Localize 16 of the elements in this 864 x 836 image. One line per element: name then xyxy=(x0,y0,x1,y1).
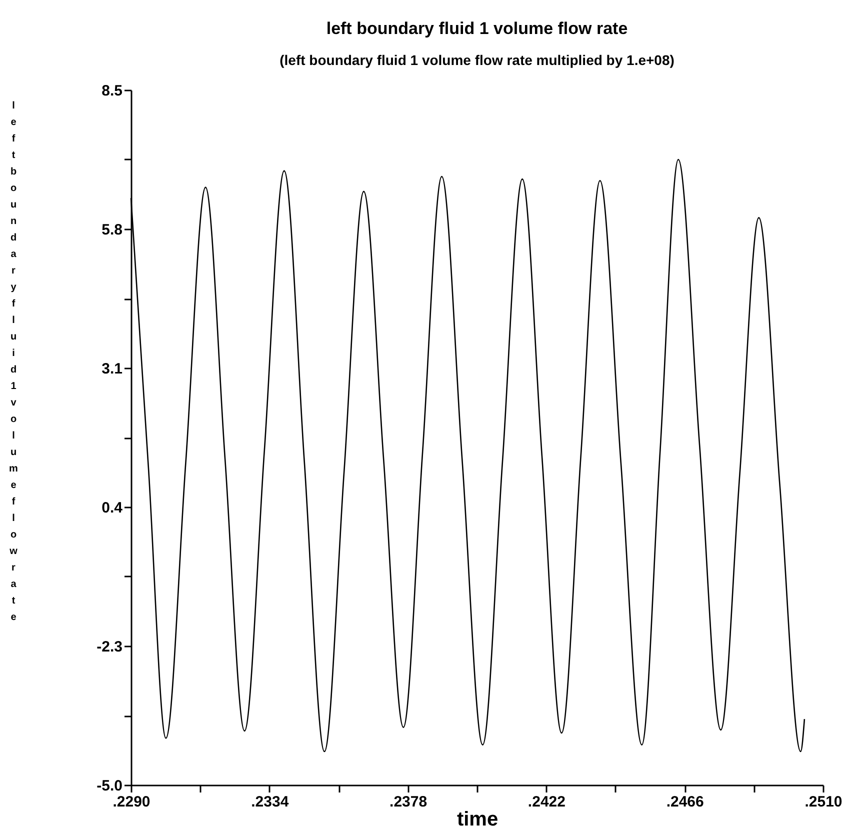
chart-title: left boundary fluid 1 volume flow rate xyxy=(326,19,628,38)
y-tick-label: 0.4 xyxy=(102,500,124,516)
x-tick-label: .2290 xyxy=(112,794,150,810)
x-tick-label: .2422 xyxy=(528,794,566,810)
y-tick-label: 5.8 xyxy=(102,222,122,238)
x-tick-label: .2378 xyxy=(390,794,428,810)
x-tick-label: .2334 xyxy=(251,794,290,810)
y-tick-label: 8.5 xyxy=(102,82,122,100)
y-tick-label: -2.3 xyxy=(96,638,122,656)
y-tick-label: 3.1 xyxy=(102,360,122,378)
text: left boundary fluid 1 volume flow rate xyxy=(9,100,18,623)
x-axis-title: time xyxy=(456,808,498,830)
y-tick-label: -5.0 xyxy=(96,778,122,794)
x-tick-label: .2466 xyxy=(666,794,704,810)
chart-subtitle: (left boundary fluid 1 volume flow rate multiplied by 1.e+08) xyxy=(280,52,674,68)
x-tick-label: .2510 xyxy=(804,794,842,810)
